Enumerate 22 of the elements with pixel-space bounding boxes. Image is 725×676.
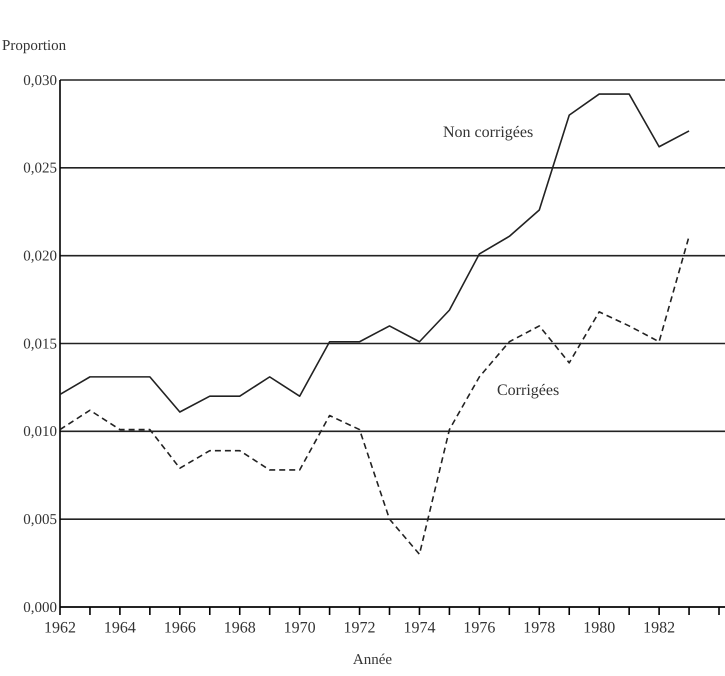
x-tick-label: 1980	[583, 619, 616, 636]
y-tick-label: 0,015	[23, 336, 57, 352]
series-label: Corrigées	[497, 382, 560, 399]
x-tick-label: 1974	[403, 619, 436, 636]
x-tick-label: 1972	[344, 619, 376, 636]
y-tick-label: 0,000	[23, 600, 57, 616]
x-tick-label: 1962	[44, 619, 76, 636]
y-tick-label: 0,030	[23, 72, 57, 89]
y-tick-label: 0,005	[23, 512, 57, 528]
x-axis-title: Année	[352, 652, 392, 668]
x-tick-label: 1968	[224, 619, 256, 636]
x-tick-label: 1978	[523, 619, 556, 636]
y-axis-title: Proportion	[2, 38, 67, 54]
series-label: Non corrigées	[443, 124, 534, 141]
x-tick-label: 1970	[284, 619, 316, 636]
y-tick-label: 0,020	[23, 248, 57, 264]
x-tick-label: 1982	[643, 619, 676, 636]
y-tick-label: 0,010	[23, 424, 57, 440]
x-tick-label: 1976	[463, 619, 496, 636]
x-tick-label: 1966	[164, 619, 196, 636]
x-tick-label: 1964	[104, 619, 136, 636]
y-tick-label: 0,025	[23, 160, 57, 177]
